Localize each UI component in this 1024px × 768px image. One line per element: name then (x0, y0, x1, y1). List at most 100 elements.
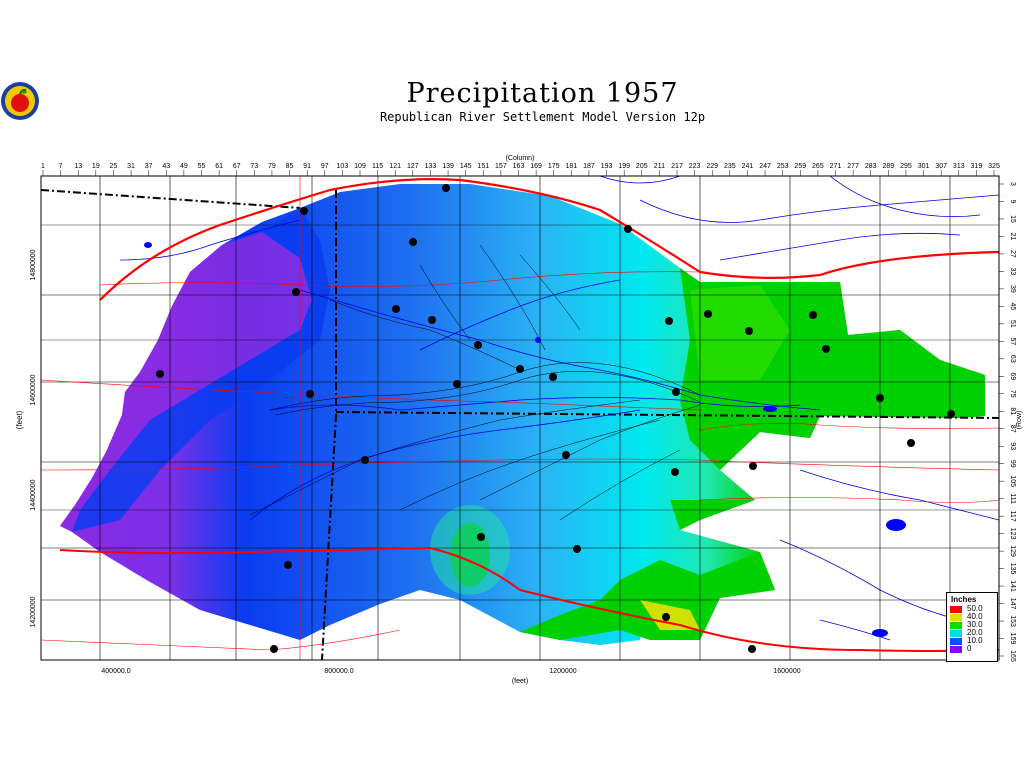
top-axis-tick: 319 (971, 163, 983, 170)
left-axis-tick: 14600000 (30, 374, 37, 405)
right-axis-tick: 141 (1009, 580, 1016, 592)
top-axis-tick: 259 (794, 163, 806, 170)
legend-swatch (950, 622, 962, 629)
top-axis-tick: 187 (583, 163, 595, 170)
right-axis-tick: 117 (1009, 511, 1016, 522)
right-axis-tick: 159 (1009, 633, 1016, 645)
legend-swatch (950, 646, 962, 653)
top-axis-tick: 49 (180, 163, 188, 170)
top-axis-tick: 283 (865, 163, 877, 170)
top-axis-tick: 109 (354, 163, 366, 170)
legend: Inches 50.0 40.0 30.0 20.0 10.0 0 (946, 592, 998, 662)
top-axis-tick: 97 (321, 163, 329, 170)
reservoirs (144, 242, 906, 637)
top-axis-tick: 217 (671, 163, 683, 170)
right-axis-tick: 69 (1009, 372, 1016, 380)
top-axis-tick: 85 (286, 163, 294, 170)
roads (41, 176, 999, 660)
right-axis-tick: 33 (1009, 268, 1016, 276)
legend-swatch (950, 638, 962, 645)
top-axis-tick: 79 (268, 163, 276, 170)
bottom-axis-tick: 1600000 (773, 668, 800, 675)
right-axis-tick: 39 (1009, 285, 1016, 293)
top-axis-tick: 277 (847, 163, 859, 170)
map-subtitle: Republican River Settlement Model Versio… (379, 110, 706, 124)
top-axis-tick: 295 (900, 163, 912, 170)
top-axis-tick: 133 (425, 163, 437, 170)
right-axis-tick: 129 (1009, 545, 1016, 557)
top-axis-tick: 127 (407, 163, 419, 170)
legend-swatch (950, 630, 962, 637)
top-axis-tick: 103 (337, 163, 349, 170)
top-axis-tick: 163 (513, 163, 525, 170)
legend-label: 40.0 (967, 612, 983, 621)
right-axis-tick: 3 (1009, 182, 1016, 186)
right-axis-tick: 93 (1009, 442, 1016, 450)
map-frame (40, 175, 1000, 661)
top-axis-tick: 271 (830, 163, 842, 170)
top-axis-tick: 223 (689, 163, 701, 170)
right-axis-tick: 81 (1009, 407, 1016, 415)
left-axis-tick: 14200000 (30, 596, 37, 627)
top-axis-tick: 43 (162, 163, 170, 170)
top-axis-tick: 289 (882, 163, 894, 170)
right-axis-tick: 21 (1009, 233, 1016, 241)
top-axis-tick: 241 (742, 163, 754, 170)
top-axis-tick: 211 (654, 163, 665, 170)
right-axis-tick: 57 (1009, 337, 1016, 345)
top-axis-tick: 253 (777, 163, 789, 170)
top-axis-tick: 169 (530, 163, 542, 170)
legend-label: 0 (967, 644, 972, 653)
right-axis-tick: 99 (1009, 460, 1016, 468)
rivers (119, 176, 999, 641)
legend-label: 10.0 (967, 636, 983, 645)
top-axis-tick: 73 (250, 163, 258, 170)
top-axis-tick: 307 (935, 163, 947, 170)
left-axis-label: (feet) (15, 410, 24, 429)
legend-swatch (950, 614, 962, 621)
top-axis-tick: 55 (198, 163, 206, 170)
top-axis-tick: 31 (127, 163, 135, 170)
left-axis-tick: 14800000 (30, 249, 37, 280)
left-axis-tick: 14400000 (30, 479, 37, 510)
stream-cells (249, 244, 701, 521)
top-axis-tick: 247 (759, 163, 771, 170)
right-axis-tick: 15 (1009, 215, 1016, 223)
right-axis-tick: 153 (1009, 615, 1016, 627)
top-axis-tick: 157 (495, 163, 507, 170)
bottom-axis-ticks: 400000.0 800000.0 1200000 1600000 (101, 668, 800, 675)
top-axis-tick: 205 (636, 163, 648, 170)
right-axis-tick: 135 (1009, 563, 1016, 575)
map-title: Precipitation 1957 (406, 78, 679, 109)
right-axis-ticks: 3915212733394551576369758187939910511111… (999, 182, 1016, 662)
right-axis-tick: 51 (1009, 320, 1016, 328)
right-axis-tick: 27 (1009, 250, 1016, 258)
top-axis-tick: 145 (460, 163, 472, 170)
top-axis-ticks: 1 7 13 19 25 31 37 43 49 55 61 67 73 79 85 91 97 103 109 11… (41, 163, 1000, 176)
top-axis-tick: 199 (618, 163, 630, 170)
bottom-axis-tick: 1200000 (549, 668, 576, 675)
right-axis-tick: 105 (1009, 475, 1016, 487)
top-axis-tick: 19 (92, 163, 100, 170)
top-axis-tick: 37 (145, 163, 153, 170)
legend-label: 50.0 (967, 604, 983, 613)
top-axis-tick: 61 (215, 163, 223, 170)
right-axis-tick: 75 (1009, 390, 1016, 398)
apple-logo-icon (0, 81, 44, 125)
top-axis-tick: 121 (389, 163, 401, 170)
right-axis-tick: 111 (1009, 493, 1016, 504)
top-axis-tick: 229 (706, 163, 718, 170)
right-axis-tick: 147 (1009, 598, 1016, 610)
top-axis-tick: 139 (442, 163, 454, 170)
right-axis-tick: 165 (1009, 650, 1016, 662)
top-axis-tick: 67 (233, 163, 241, 170)
top-axis-tick: 313 (953, 163, 965, 170)
top-axis-tick: 193 (601, 163, 613, 170)
top-axis-tick: 151 (477, 163, 489, 170)
bottom-axis-label: (feet) (512, 678, 528, 685)
bottom-axis-tick: 400000.0 (101, 668, 130, 675)
right-axis-label: (Row) (1016, 411, 1023, 430)
top-axis-tick: 181 (565, 163, 577, 170)
precip-stations (156, 184, 955, 653)
